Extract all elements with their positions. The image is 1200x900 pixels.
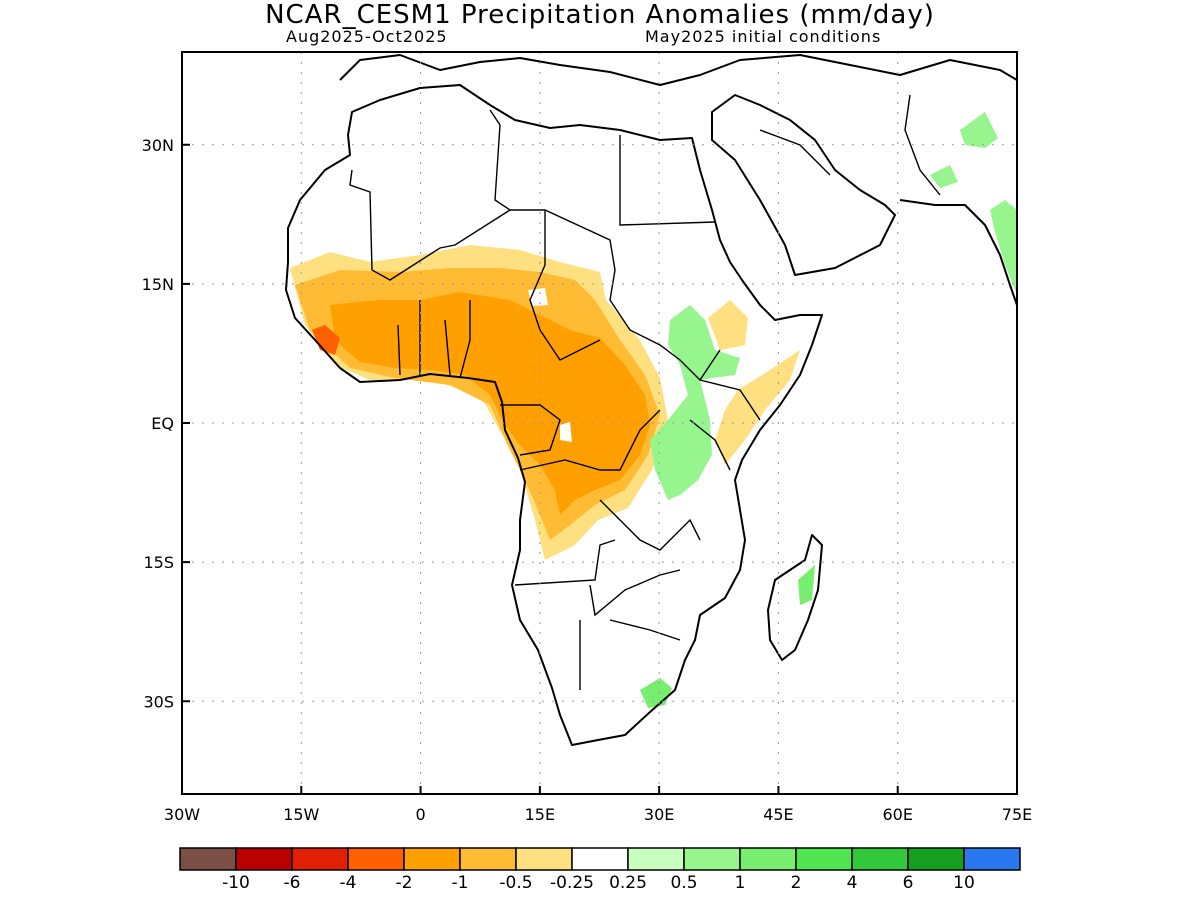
- anomaly-region-east-africa-light-dry: [708, 300, 800, 465]
- lon-tick-label: 45E: [763, 805, 793, 824]
- colorbar-swatch: [347, 847, 405, 871]
- lat-tick-label: 15S: [143, 553, 174, 572]
- madagascar-coastline: [767, 534, 823, 661]
- colorbar-swatch: [739, 847, 797, 871]
- colorbar-swatch: [459, 847, 517, 871]
- colorbar-label: 6: [903, 873, 914, 893]
- country-borders: [349, 94, 941, 690]
- colorbar-swatch: [571, 847, 629, 871]
- colorbar-label: -0.25: [550, 873, 594, 893]
- colorbar-label: -1: [452, 873, 469, 893]
- lon-tick-label: 75E: [1002, 805, 1032, 824]
- colorbar-swatch: [515, 847, 573, 871]
- latitude-axis: 30N 15N EQ 15S 30S: [142, 136, 190, 711]
- lon-tick-label: 60E: [882, 805, 912, 824]
- colorbar-swatch: [291, 847, 349, 871]
- lat-tick-label: 15N: [142, 275, 174, 294]
- colorbar-swatch: [907, 847, 965, 871]
- colorbar-label: 10: [953, 873, 975, 893]
- colorbar-swatch: [683, 847, 741, 871]
- map-title: NCAR_CESM1 Precipitation Anomalies (mm/d…: [265, 0, 935, 30]
- colorbar-label: 4: [847, 873, 858, 893]
- longitude-axis: 30W 15W 0 15E 30E 45E 60E 75E: [164, 786, 1032, 824]
- colorbar-label: 2: [791, 873, 802, 893]
- colorbar-label: 0.25: [609, 873, 647, 893]
- colorbar-swatch: [403, 847, 461, 871]
- colorbar-label: -2: [396, 873, 413, 893]
- lat-tick-label: 30N: [142, 136, 174, 155]
- colorbar-swatch: [851, 847, 909, 871]
- india-coastline: [899, 199, 1017, 306]
- arabia-coastline: [711, 94, 896, 276]
- lat-tick-label: 30S: [143, 692, 174, 711]
- colorbar-swatch: [627, 847, 685, 871]
- colorbar-label: -0.5: [499, 873, 532, 893]
- colorbar-swatch: [795, 847, 853, 871]
- anomaly-region-southern-africa-wet: [640, 565, 815, 708]
- colorbar-swatch: [963, 847, 1021, 871]
- lon-tick-label: 15W: [283, 805, 319, 824]
- graticule: [182, 52, 1017, 794]
- colorbar-label: -6: [284, 873, 301, 893]
- anomaly-region-guinea-coast-strong-dry: [312, 325, 340, 355]
- africa-coastline: [285, 84, 823, 746]
- colorbar-label: 1: [735, 873, 746, 893]
- colorbar-label: -4: [340, 873, 357, 893]
- lat-tick-label: EQ: [151, 414, 174, 433]
- lon-tick-label: 15E: [525, 805, 555, 824]
- colorbar: -10 -6 -4 -2 -1 -0.5 -0.25 0.25 0.5 1 2 4 6 10: [179, 847, 1021, 893]
- colorbar-swatch: [235, 847, 293, 871]
- lon-tick-label: 30E: [644, 805, 674, 824]
- lon-tick-label: 0: [415, 805, 425, 824]
- coastlines: [285, 54, 1017, 746]
- colorbar-label: -10: [222, 873, 250, 893]
- anomaly-region-central-africa-dry: [330, 292, 650, 515]
- europe-coastline: [339, 54, 1017, 86]
- colorbar-label: 0.5: [670, 873, 697, 893]
- forecast-period: Aug2025-Oct2025: [286, 27, 448, 46]
- initial-conditions: May2025 initial conditions: [645, 27, 882, 46]
- lon-tick-label: 30W: [164, 805, 200, 824]
- colorbar-swatch: [179, 847, 237, 871]
